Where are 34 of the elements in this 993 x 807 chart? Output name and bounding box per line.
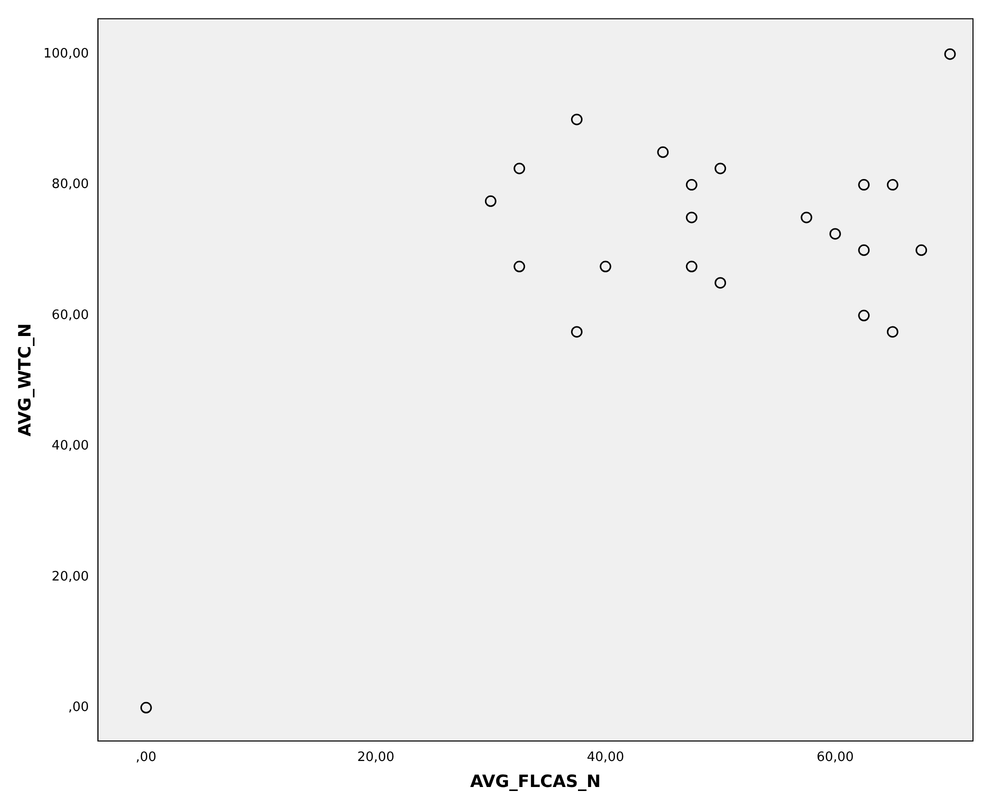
point [140,702,152,714]
point [571,326,583,338]
point [858,179,870,191]
point [484,195,496,207]
point [514,260,526,272]
y-tick-label: ,00 [68,700,89,716]
point [916,244,928,256]
point [800,212,812,224]
point [514,162,526,174]
point [944,48,956,60]
y-tick-label: 20,00 [52,569,89,584]
point [886,326,898,338]
point [686,179,698,191]
y-tick-label: 100,00 [43,46,89,62]
x-tick-label: 20,00 [357,750,394,766]
x-axis-title: AVG_FLCAS_N [470,772,601,792]
point [686,260,698,272]
point [600,260,612,272]
point [571,114,583,126]
point [714,162,726,174]
point [886,179,898,191]
point [686,212,698,224]
point [858,310,870,322]
point [714,277,726,289]
point [829,228,841,240]
y-tick-label: 80,00 [52,177,89,192]
x-tick-label: ,00 [136,750,156,766]
point [657,146,669,158]
x-tick-label: 40,00 [586,750,624,766]
y-tick-label: 40,00 [52,438,89,454]
y-tick-label: 60,00 [52,308,89,323]
point [858,244,870,256]
y-axis-title: AVG_WTC_N [16,323,36,436]
x-tick-label: 60,00 [816,750,854,766]
